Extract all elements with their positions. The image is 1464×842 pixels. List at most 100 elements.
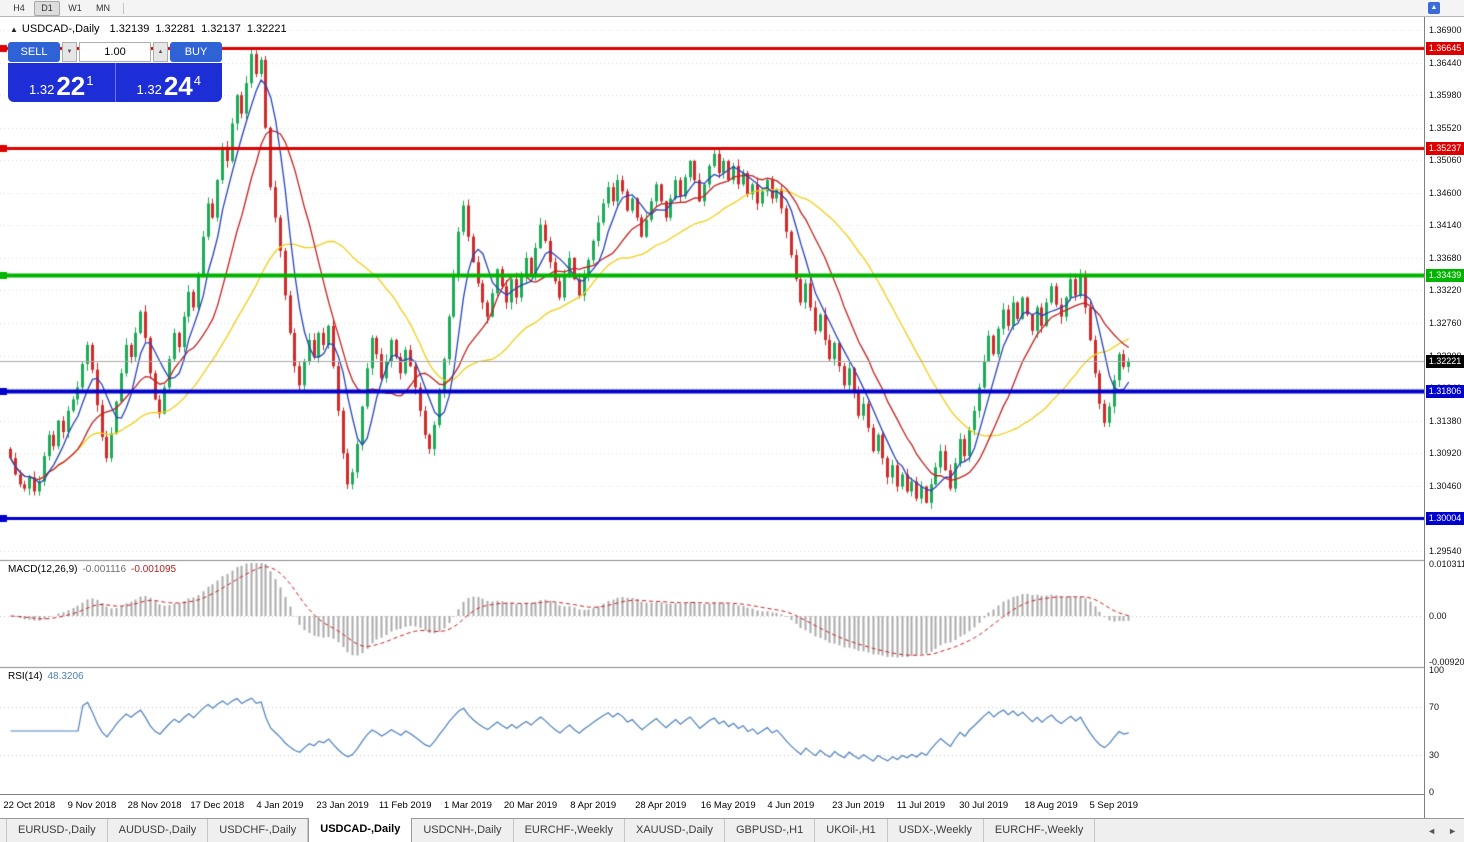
buy-button[interactable]: BUY	[170, 42, 222, 62]
level-price-tag: 1.36645	[1426, 42, 1464, 56]
volume-decrease-button[interactable]: ▼	[62, 42, 77, 62]
buy-price-point: 4	[193, 73, 201, 88]
tab-xauusd-daily[interactable]: XAUUSD-,Daily	[625, 819, 725, 842]
tab-usdcad-daily[interactable]: USDCAD-,Daily	[308, 818, 413, 842]
trade-panel-prices: 1.32 22 1 1.32 24 4	[8, 63, 222, 102]
price-axis-label: 1.36900	[1429, 25, 1462, 36]
sell-price-prefix: 1.32	[29, 81, 55, 97]
toolbar-separator	[123, 2, 124, 14]
ohlc-open: 1.32139	[109, 23, 150, 35]
tab-eurchf-weekly[interactable]: EURCHF-,Weekly	[514, 819, 625, 842]
date-axis-label: 5 Sep 2019	[1089, 800, 1139, 811]
rsi-axis-label: 30	[1429, 750, 1440, 761]
current-price-tag: 1.32221	[1426, 355, 1464, 369]
tab-usdx-weekly[interactable]: USDX-,Weekly	[888, 819, 984, 842]
timeframe-button-h4[interactable]: H4	[13, 2, 25, 13]
date-axis-label: 18 Aug 2019	[1024, 800, 1078, 811]
chevron-up-icon: ▲	[157, 49, 164, 55]
macd-axis-label: 0.00	[1429, 611, 1447, 621]
rsi-indicator-label: RSI(14) 48.3206	[8, 671, 84, 682]
price-chart-canvas[interactable]	[0, 17, 1424, 794]
sell-button[interactable]: SELL	[8, 42, 60, 62]
tab-scroll-controls: ◄ ►	[1424, 819, 1460, 842]
price-axis-label: 1.35980	[1429, 90, 1462, 101]
up-arrow-icon: ▲	[1430, 4, 1438, 11]
chart-symbol-icon: ▲	[10, 24, 18, 34]
buy-price-button[interactable]: 1.32 24 4	[116, 63, 223, 102]
price-axis-label: 1.36440	[1429, 57, 1462, 68]
trade-panel-controls: SELL ▼ 1.00 ▲ BUY	[8, 42, 222, 62]
tabs-scroll-right-icon[interactable]: ►	[1448, 825, 1457, 836]
chart-header: ▲ USDCAD-,Daily 1.32139 1.32281 1.32137 …	[10, 23, 293, 35]
date-axis-label: 30 Jul 2019	[959, 800, 1009, 811]
date-axis-label: 23 Jan 2019	[316, 800, 369, 811]
date-axis-label: 20 Mar 2019	[503, 800, 558, 811]
timeframe-toolbar: H4 D1 W1 MN ▲	[0, 0, 1464, 17]
date-axis-label: 11 Feb 2019	[378, 800, 432, 811]
tabs-scroll-left-icon[interactable]: ◄	[1427, 825, 1437, 836]
ohlc-high: 1.32281	[155, 23, 196, 35]
price-axis-label: 1.32760	[1429, 318, 1462, 329]
macd-signal-value: -0.001095	[131, 564, 177, 575]
macd-axis-label: -0.009203	[1429, 657, 1464, 667]
date-axis-label: 28 Nov 2018	[127, 800, 182, 811]
tab-eurchf-weekly[interactable]: EURCHF-,Weekly	[984, 819, 1096, 842]
chart-symbol-label: USDCAD-,Daily	[21, 23, 100, 35]
tab-audusd-daily[interactable]: AUDUSD-,Daily	[108, 819, 209, 842]
timeframe-button-w1[interactable]: W1	[68, 2, 82, 13]
price-axis-label: 1.35520	[1429, 122, 1462, 133]
rsi-axis-label: 100	[1429, 665, 1445, 675]
buy-price-prefix: 1.32	[136, 81, 162, 97]
date-axis-label: 28 Apr 2019	[635, 800, 687, 811]
date-axis-label: 22 Oct 2018	[3, 800, 56, 811]
tab-usdchf-daily[interactable]: USDCHF-,Daily	[208, 819, 309, 842]
buy-price-pips: 24	[163, 71, 193, 102]
price-axis-label: 1.35060	[1429, 155, 1462, 166]
sell-price-point: 1	[86, 73, 94, 88]
date-axis-label: 8 Apr 2019	[570, 800, 617, 811]
price-axis-label: 1.33680	[1429, 252, 1462, 263]
date-axis-label: 11 Jul 2019	[896, 800, 946, 811]
toolbar-corner-button[interactable]: ▲	[1428, 2, 1440, 14]
level-price-tag: 1.35237	[1426, 141, 1464, 155]
price-axis-label: 1.29540	[1429, 545, 1462, 556]
date-axis-label: 17 Dec 2018	[190, 800, 245, 811]
date-axis-label: 4 Jan 2019	[256, 800, 304, 811]
chart-tabs: EURUSD-,Daily AUDUSD-,Daily USDCHF-,Daily U…	[6, 818, 1096, 842]
timeframe-button-d1[interactable]: D1	[34, 0, 60, 16]
price-axis-label: 1.33220	[1429, 285, 1462, 296]
date-axis-label: 1 Mar 2019	[443, 800, 492, 811]
tab-ukoil-h1[interactable]: UKOil-,H1	[815, 819, 888, 842]
date-axis-label: 9 Nov 2018	[67, 800, 117, 811]
date-axis-label: 16 May 2019	[700, 800, 756, 811]
one-click-trading-panel: SELL ▼ 1.00 ▲ BUY 1.32 22 1 1.32 24 4	[8, 42, 222, 102]
price-axis[interactable]: 1.36900 1.36440 1.35980 1.35520 1.35060 1.346…	[1424, 17, 1464, 818]
date-axis-label: 4 Jun 2019	[767, 800, 815, 811]
rsi-axis-label: 70	[1429, 701, 1440, 712]
sell-price-button[interactable]: 1.32 22 1	[8, 63, 116, 102]
chart-tab-bar: EURUSD-,Daily AUDUSD-,Daily USDCHF-,Daily U…	[0, 818, 1464, 842]
rsi-axis-label: 0	[1429, 787, 1435, 797]
time-axis[interactable]: 22 Oct 2018 9 Nov 2018 28 Nov 2018 17 Dec 2…	[0, 794, 1424, 818]
level-price-tag: 1.33439	[1426, 268, 1464, 282]
timeframe-button-group: H4 D1 W1 MN	[6, 0, 116, 16]
volume-increase-button[interactable]: ▲	[153, 42, 168, 62]
price-axis-label: 1.30920	[1429, 448, 1462, 459]
macd-axis-label: 0.010311	[1429, 559, 1464, 570]
tab-usdcnh-daily[interactable]: USDCNH-,Daily	[412, 819, 514, 842]
rsi-value: 48.3206	[47, 671, 84, 682]
rsi-name: RSI(14)	[8, 671, 43, 682]
date-axis-label: 23 Jun 2019	[832, 800, 885, 811]
macd-main-value: -0.001116	[82, 564, 127, 575]
level-price-tag: 1.31806	[1426, 384, 1464, 398]
tab-gbpusd-h1[interactable]: GBPUSD-,H1	[725, 819, 816, 842]
macd-indicator-label: MACD(12,26,9) -0.001116 -0.001095	[8, 564, 176, 575]
chevron-down-icon: ▼	[66, 49, 73, 55]
volume-input[interactable]: 1.00	[79, 42, 151, 62]
tab-eurusd-daily[interactable]: EURUSD-,Daily	[6, 819, 108, 842]
timeframe-button-mn[interactable]: MN	[96, 2, 110, 13]
price-axis-label: 1.30460	[1429, 480, 1462, 491]
level-price-tag: 1.30004	[1426, 512, 1464, 526]
sell-price-pips: 22	[56, 71, 86, 102]
